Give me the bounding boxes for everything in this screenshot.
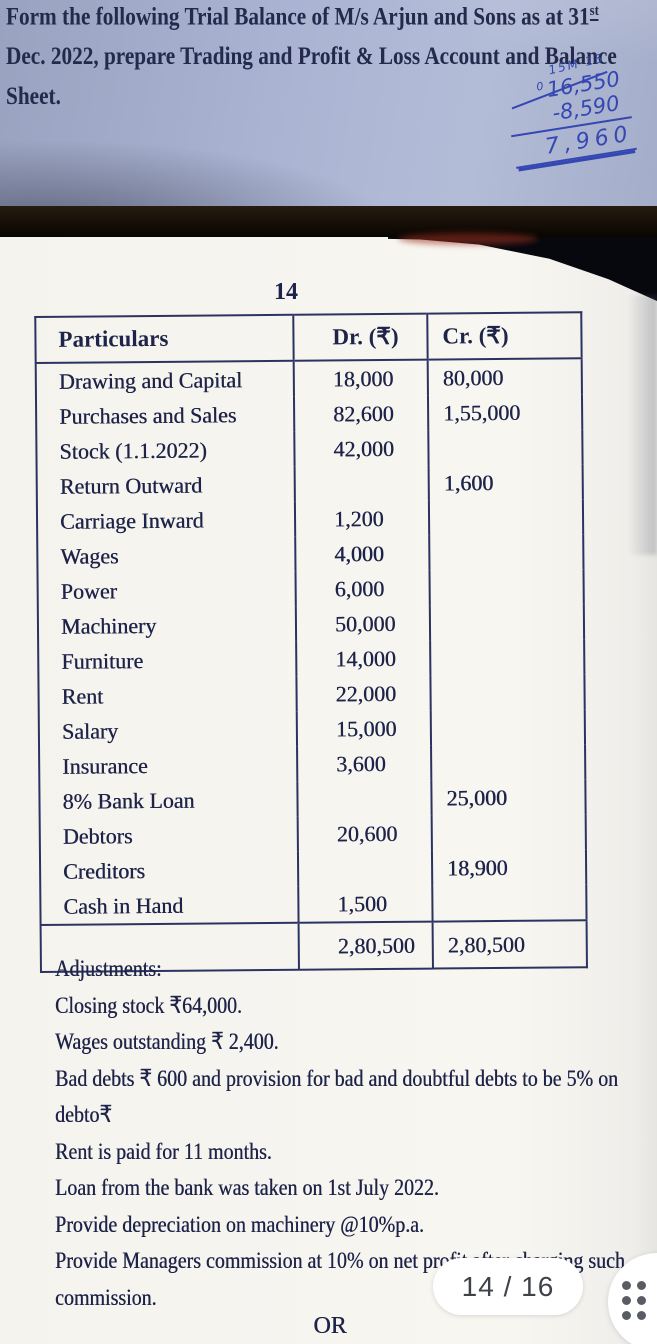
cell-dr: 15,000 xyxy=(296,710,432,747)
cell-cr: 1,600 xyxy=(428,464,583,501)
header-cr: Cr. (₹) xyxy=(427,312,582,360)
page-edge-shadow xyxy=(627,295,657,555)
table-row: Rent 22,000 xyxy=(38,674,585,714)
table-row: Furniture 14,000 xyxy=(38,639,585,679)
cell-particulars: Salary xyxy=(61,717,119,744)
cell-dr: 1,500 xyxy=(298,885,433,923)
cell-dr: 14,000 xyxy=(296,640,431,677)
cell-cr xyxy=(428,429,583,466)
table-row: Drawing and Capital 18,000 80,000 xyxy=(36,358,582,399)
table-row: Insurance 3,600 xyxy=(39,744,586,784)
table-header-row: Particulars Dr. (₹) Cr. (₹) xyxy=(35,312,582,364)
cell-particulars: Return Outward xyxy=(59,472,203,499)
cell-particulars: Debtors xyxy=(62,822,133,849)
cell-dr: 4,000 xyxy=(295,535,430,572)
cell-cr: 25,000 xyxy=(431,779,586,816)
cell-dr: 1,200 xyxy=(294,500,430,537)
cell-cr xyxy=(429,604,585,641)
table-row: Creditors 18,900 xyxy=(40,849,587,889)
header-dr: Dr. (₹) xyxy=(293,313,428,361)
cell-particulars: Carriage Inward xyxy=(59,507,204,534)
cell-cr xyxy=(430,709,586,746)
page-indicator: 14 / 16 xyxy=(433,1258,583,1315)
trial-balance-table: Particulars Dr. (₹) Cr. (₹) Drawing and … xyxy=(34,311,588,973)
or-label: OR xyxy=(313,1313,347,1339)
grid-view-button[interactable] xyxy=(608,1253,657,1344)
cell-cr xyxy=(430,639,585,676)
table-row: Power 6,000 xyxy=(38,569,584,609)
adjustment-item: Bad debts ₹ 600 and provision for bad an… xyxy=(55,1065,619,1129)
red-smudge xyxy=(398,233,538,245)
adjustment-item: Closing stock ₹64,000. xyxy=(55,992,242,1019)
table-row: Cash in Hand 1,500 xyxy=(40,884,587,925)
table-row: 8% Bank Loan 25,000 xyxy=(39,779,586,819)
cell-dr: 50,000 xyxy=(295,605,431,642)
cell-cr xyxy=(429,534,584,571)
page-indicator-text: 14 / 16 xyxy=(461,1270,555,1302)
grid-dots-icon xyxy=(622,1281,646,1320)
table-row: Salary 15,000 xyxy=(39,709,586,749)
cell-dr: 42,000 xyxy=(294,430,429,467)
cell-cr xyxy=(428,499,584,536)
handwritten-stray-mark: 0 xyxy=(535,79,545,94)
table-row: Debtors 20,600 xyxy=(40,814,586,854)
adjustment-item: Loan from the bank was taken on 1st July… xyxy=(55,1175,439,1201)
separator-band xyxy=(0,206,657,237)
cell-particulars: Power xyxy=(60,577,117,604)
cell-dr: 22,000 xyxy=(296,675,431,712)
cell-particulars: Machinery xyxy=(60,612,157,639)
cell-dr: 6,000 xyxy=(295,570,430,607)
cell-particulars: Furniture xyxy=(61,647,144,674)
cell-particulars: Purchases and Sales xyxy=(59,401,237,429)
table-row: Return Outward 1,600 xyxy=(37,464,583,504)
cell-cr xyxy=(432,884,587,922)
document-photo: 14 Particulars Dr. (₹) Cr. (₹) Drawing a… xyxy=(0,233,657,1344)
book-page-number: 14 xyxy=(274,279,298,305)
cell-dr xyxy=(297,780,432,817)
cell-dr xyxy=(294,465,429,502)
cell-particulars: Stock (1.1.2022) xyxy=(59,437,207,464)
table-row: Purchases and Sales 82,600 1,55,000 xyxy=(36,394,583,434)
adjustment-item: Rent is paid for 11 months. xyxy=(55,1138,272,1165)
question-line-2: Dec. 2022, prepare Trading and Profit & … xyxy=(6,43,617,71)
cell-dr xyxy=(297,850,433,887)
table-row: Stock (1.1.2022) 42,000 xyxy=(36,429,583,469)
cell-dr: 82,600 xyxy=(293,395,429,432)
adjustments-heading: Adjustments: xyxy=(55,956,162,982)
cell-dr: 3,600 xyxy=(297,745,432,782)
cell-particulars: Drawing and Capital xyxy=(58,366,243,394)
question-line-3: Sheet. xyxy=(6,83,61,111)
cell-dr: 18,000 xyxy=(293,359,428,397)
ordinal-superscript: st xyxy=(589,3,599,21)
handwritten-calculation: 15M 15 016,550 -8,590 7,960 xyxy=(487,51,637,171)
cell-dr: 20,600 xyxy=(297,815,432,852)
header-particulars: Particulars xyxy=(35,314,294,364)
table-row: Machinery 50,000 xyxy=(38,604,585,644)
table-row: Carriage Inward 1,200 xyxy=(37,499,584,539)
question-text: Form the following Trial Balance of M/s … xyxy=(6,0,657,117)
cell-cr xyxy=(430,674,585,711)
adjustment-item: Wages outstanding ₹ 2,400. xyxy=(55,1029,279,1055)
cell-cr: 1,55,000 xyxy=(427,394,583,431)
question-photo: Form the following Trial Balance of M/s … xyxy=(0,0,657,206)
cell-particulars: Creditors xyxy=(62,857,146,884)
adjustment-item: Provide depreciation on machinery @10%p.… xyxy=(55,1211,424,1238)
cell-particulars: Rent xyxy=(61,682,104,709)
question-line-1: Form the following Trial Balance of M/s … xyxy=(6,3,599,31)
cell-particulars: Wages xyxy=(60,542,119,569)
cell-cr xyxy=(431,744,586,781)
cell-particulars: 8% Bank Loan xyxy=(62,787,195,814)
cell-cr xyxy=(431,814,586,851)
cell-particulars: Cash in Hand xyxy=(63,892,184,919)
cell-particulars: Insurance xyxy=(62,752,148,779)
cell-cr: 18,900 xyxy=(431,849,587,886)
cell-cr xyxy=(429,569,584,606)
table-row: Wages 4,000 xyxy=(37,534,584,574)
cell-cr: 80,000 xyxy=(427,358,582,396)
